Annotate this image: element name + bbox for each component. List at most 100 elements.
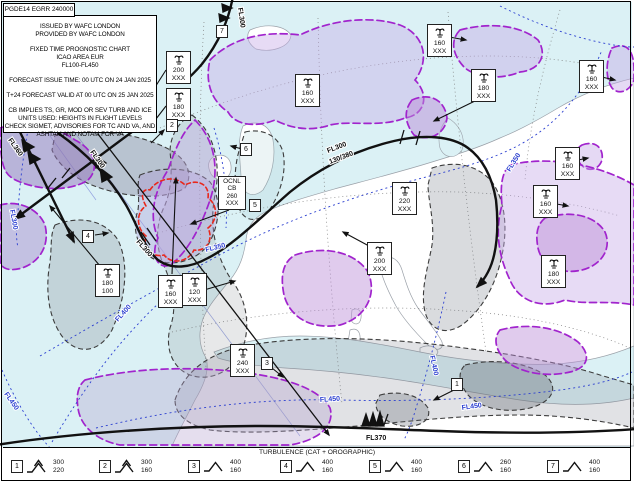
header-line: ISSUED BY WAFC LONDON bbox=[39, 23, 121, 30]
fl-value: 160 bbox=[164, 291, 177, 298]
fl-value: XXX bbox=[584, 83, 599, 91]
header-line: T+24 FORECAST VALID AT 00 UTC ON 25 JAN … bbox=[6, 92, 154, 99]
fl-value: XXX bbox=[187, 296, 202, 304]
cb-icon bbox=[562, 151, 573, 161]
fl-value: 160 bbox=[585, 76, 598, 83]
moderate-turbulence-icon bbox=[385, 461, 404, 472]
header-line: PROVIDED BY WAFC LONDON bbox=[35, 31, 125, 38]
jet-barbs bbox=[21, 2, 421, 427]
legend-fl-top: 260 bbox=[500, 459, 512, 467]
fl-value: 180 bbox=[172, 104, 185, 111]
wind-fl-box: 200 XXX bbox=[166, 51, 191, 85]
ocnl-line: XXX bbox=[225, 200, 239, 208]
fl-value: 200 bbox=[172, 67, 185, 74]
legend-marker: 5 bbox=[369, 460, 381, 473]
moderate-turbulence-icon bbox=[474, 461, 493, 472]
legend-item: 4 400 160 bbox=[280, 459, 333, 474]
cb-icon bbox=[548, 259, 559, 269]
map-marker-6: 6 bbox=[240, 143, 252, 156]
header-line: UNITS USED: HEIGHTS IN FLIGHT LEVELS bbox=[18, 115, 142, 122]
wind-fl-box: 160 XXX bbox=[555, 147, 580, 181]
legend-fl-bottom: 160 bbox=[411, 466, 423, 474]
legend-fl-top: 400 bbox=[411, 459, 423, 467]
header-line: FIXED TIME PROGNOSTIC CHART bbox=[30, 46, 130, 53]
header-line: FORECAST ISSUE TIME: 00 UTC ON 24 JAN 20… bbox=[9, 77, 151, 84]
wind-fl-box: 180 100 bbox=[95, 264, 120, 298]
header-box: ISSUED BY WAFC LONDON PROVIDED BY WAFC L… bbox=[3, 15, 157, 138]
wind-fl-box: 160 XXX bbox=[427, 24, 452, 58]
map-marker-1: 1 bbox=[451, 378, 463, 391]
wind-fl-box: 160 XXX bbox=[295, 74, 320, 108]
legend-fl-bottom: 160 bbox=[141, 466, 153, 474]
wind-fl-box: 200 XXX bbox=[367, 242, 392, 276]
legend-item: 7 400 160 bbox=[547, 459, 600, 474]
fl-value: XXX bbox=[397, 205, 412, 213]
fl-value: 120 bbox=[188, 289, 201, 296]
legend-fl-bottom: 160 bbox=[589, 466, 601, 474]
legend-item: 2 300 160 bbox=[99, 459, 152, 474]
jet-streams bbox=[0, 0, 634, 446]
legend-marker: 7 bbox=[547, 460, 559, 473]
legend-fl-top: 400 bbox=[230, 459, 242, 467]
wind-fl-box: 240 XXX bbox=[230, 344, 255, 378]
cloud-area bbox=[497, 160, 634, 306]
legend-fl-top: 300 bbox=[53, 459, 65, 467]
legend-item: 1 300 220 bbox=[11, 459, 64, 474]
turb-area bbox=[47, 219, 126, 350]
cb-icon bbox=[173, 55, 184, 65]
legend-fl-top: 400 bbox=[322, 459, 334, 467]
legend-item: 5 400 160 bbox=[369, 459, 422, 474]
fl-value: 240 bbox=[236, 360, 249, 367]
fl-label: FL450 bbox=[320, 396, 341, 404]
wind-fl-box: 180 XXX bbox=[166, 88, 191, 122]
legend-fl-bottom: 220 bbox=[53, 466, 65, 474]
header-line: ASHTAM AND NOTAM FOR VA bbox=[36, 131, 124, 138]
wind-fl-box: 180 XXX bbox=[471, 69, 496, 103]
fl-value: XXX bbox=[171, 74, 186, 82]
moderate-turbulence-icon bbox=[563, 461, 582, 472]
legend-fl-bottom: 160 bbox=[500, 466, 512, 474]
cb-icon bbox=[434, 28, 445, 38]
fl-value: XXX bbox=[235, 367, 250, 375]
map-marker-7: 7 bbox=[216, 25, 228, 38]
chart-id-box: PGDE14 EGRR 240000 bbox=[3, 3, 75, 17]
fl-value: 220 bbox=[398, 198, 411, 205]
jet-stream bbox=[0, 424, 634, 446]
fl-value: 160 bbox=[301, 90, 314, 97]
fl-value: 160 bbox=[561, 163, 574, 170]
cb-icon bbox=[173, 92, 184, 102]
map-marker-3: 3 bbox=[261, 357, 273, 370]
corsica bbox=[350, 308, 362, 325]
fl-value: 180 bbox=[477, 85, 490, 92]
fl-value: XXX bbox=[546, 278, 561, 286]
turb-area-dark bbox=[459, 361, 554, 411]
fl-value: XXX bbox=[372, 265, 387, 273]
wind-fl-box: 120 XXX bbox=[182, 273, 207, 307]
cloud-area bbox=[495, 325, 588, 376]
legend-item: 6 260 160 bbox=[458, 459, 511, 474]
wind-fl-box: 160 XXX bbox=[579, 60, 604, 94]
fl-value: 100 bbox=[101, 287, 114, 295]
map-marker-4: 4 bbox=[82, 230, 94, 243]
legend-fl-bottom: 160 bbox=[322, 466, 334, 474]
cloud-area bbox=[0, 202, 48, 271]
cb-icon bbox=[374, 246, 385, 256]
fl-value: 160 bbox=[433, 40, 446, 47]
cb-area-outline bbox=[137, 178, 217, 262]
iceland bbox=[247, 25, 292, 51]
fl-value: XXX bbox=[163, 298, 178, 306]
legend-marker: 3 bbox=[188, 460, 200, 473]
fl-value: XXX bbox=[538, 208, 553, 216]
cloud-area bbox=[606, 44, 634, 93]
legend-marker: 6 bbox=[458, 460, 470, 473]
severe-turbulence-icon bbox=[115, 459, 134, 473]
header-line: FL100-FL450 bbox=[61, 62, 99, 69]
cloud-area bbox=[281, 249, 373, 327]
cloud-area bbox=[405, 96, 448, 139]
jet-stream bbox=[13, 125, 141, 221]
legend-marker: 1 bbox=[11, 460, 23, 473]
legend-fl-bottom: 160 bbox=[230, 466, 242, 474]
turbulence-legend: TURBULENCE (CAT + OROGRAPHIC) 1 300 220 2… bbox=[3, 447, 631, 481]
cb-icon bbox=[102, 268, 113, 278]
